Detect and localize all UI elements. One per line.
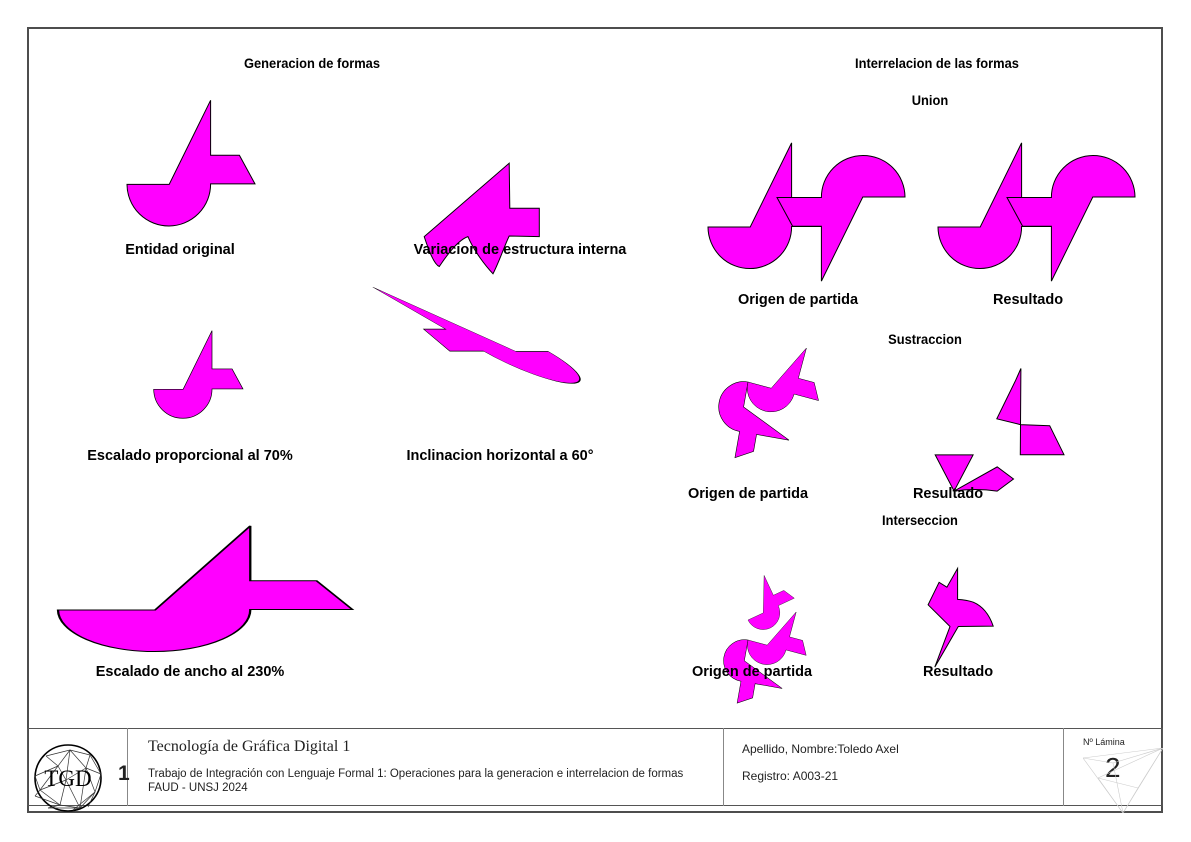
svg-text:TGD: TGD [44, 766, 91, 791]
